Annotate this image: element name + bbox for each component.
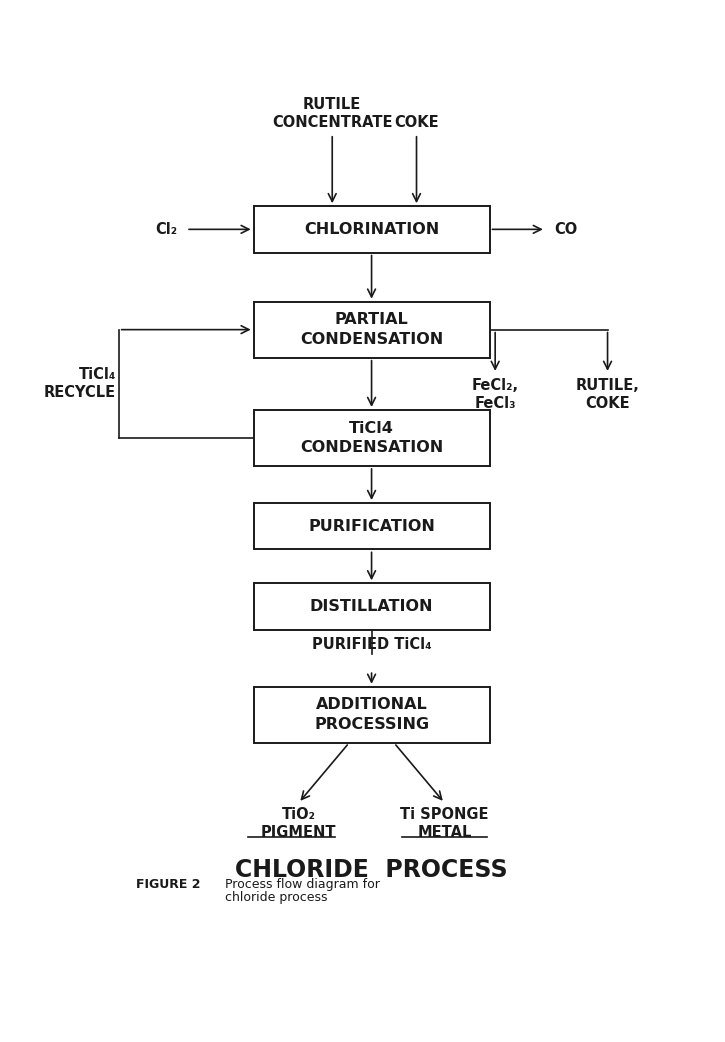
FancyBboxPatch shape	[254, 206, 489, 252]
Text: PARTIAL
CONDENSATION: PARTIAL CONDENSATION	[300, 313, 443, 347]
Text: Cl₂: Cl₂	[156, 222, 178, 237]
Text: RUTILE,
COKE: RUTILE, COKE	[576, 378, 639, 411]
Text: CO: CO	[554, 222, 577, 237]
Text: Ti SPONGE
METAL: Ti SPONGE METAL	[400, 807, 489, 840]
Text: COKE: COKE	[394, 115, 439, 130]
Text: ADDITIONAL
PROCESSING: ADDITIONAL PROCESSING	[314, 697, 429, 733]
Text: DISTILLATION: DISTILLATION	[310, 599, 434, 614]
FancyBboxPatch shape	[254, 687, 489, 743]
FancyBboxPatch shape	[254, 301, 489, 357]
Text: FeCl₂,
FeCl₃: FeCl₂, FeCl₃	[471, 378, 518, 411]
Text: TiCl₄
RECYCLE: TiCl₄ RECYCLE	[44, 367, 116, 400]
Text: TiO₂
PIGMENT: TiO₂ PIGMENT	[261, 807, 336, 840]
Text: chloride process: chloride process	[225, 891, 328, 904]
FancyBboxPatch shape	[254, 410, 489, 466]
Text: RUTILE
CONCENTRATE: RUTILE CONCENTRATE	[272, 97, 392, 130]
Text: Process flow diagram for: Process flow diagram for	[225, 877, 381, 891]
FancyBboxPatch shape	[254, 503, 489, 549]
Text: PURIFICATION: PURIFICATION	[308, 519, 435, 534]
Text: CHLORIDE  PROCESS: CHLORIDE PROCESS	[235, 858, 508, 882]
FancyBboxPatch shape	[254, 584, 489, 629]
Text: FIGURE 2: FIGURE 2	[136, 877, 200, 891]
Text: PURIFIED TiCl₄: PURIFIED TiCl₄	[312, 637, 431, 652]
Text: CHLORINATION: CHLORINATION	[304, 222, 439, 237]
Text: TiCl4
CONDENSATION: TiCl4 CONDENSATION	[300, 421, 443, 455]
